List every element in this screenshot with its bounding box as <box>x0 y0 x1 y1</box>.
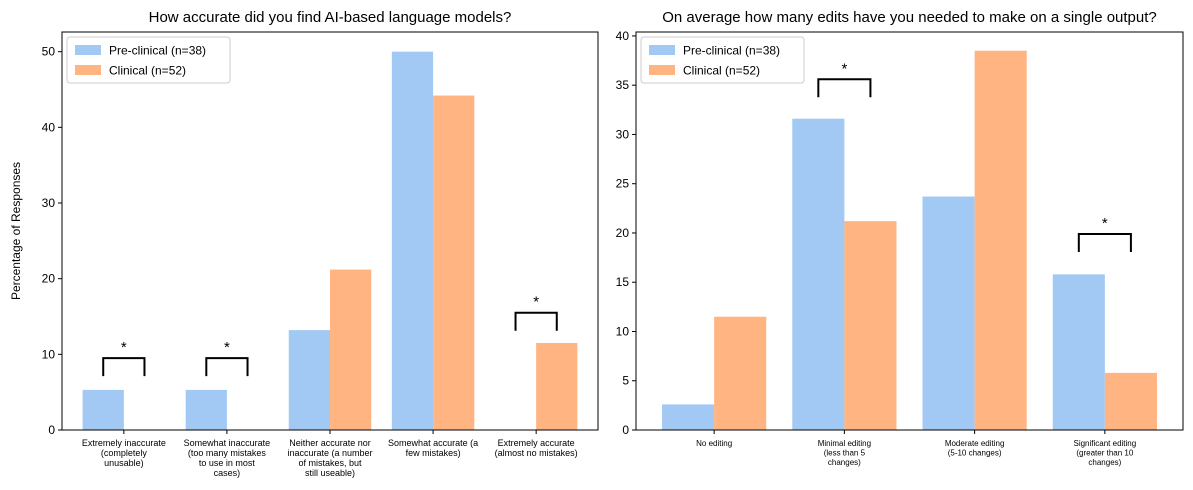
bar-preclinical-1 <box>792 118 845 430</box>
x-tick-label: cases) <box>214 468 241 478</box>
significance-star: * <box>841 60 847 77</box>
x-tick-label: still useable) <box>305 468 355 478</box>
x-tick-label: Significant editing <box>1073 439 1136 448</box>
legend-label: Clinical (n=52) <box>683 64 760 78</box>
plot-frame <box>635 31 1184 431</box>
x-tick-label: changes) <box>828 458 861 467</box>
y-tick-label: 35 <box>616 78 630 92</box>
legend-swatch-clinical <box>649 65 675 75</box>
significance-bracket <box>1077 232 1132 252</box>
y-tick-label: 0 <box>622 423 629 437</box>
significance-star: * <box>224 339 230 356</box>
significance-bracket <box>817 78 872 98</box>
bar-preclinical-3 <box>391 51 434 431</box>
significance-star: * <box>533 294 539 311</box>
significance-star: * <box>1102 215 1108 232</box>
significance-bracket <box>205 357 249 377</box>
y-tick-label: 40 <box>616 29 630 43</box>
y-tick-label: 0 <box>48 423 55 437</box>
y-tick-label: 40 <box>42 120 56 134</box>
legend: Pre-clinical (n=38) Clinical (n=52) <box>640 36 805 84</box>
bar-clinical-1 <box>844 221 897 430</box>
bar-preclinical-2 <box>922 196 975 430</box>
y-tick-label: 25 <box>616 177 630 191</box>
significance-bracket <box>102 357 146 377</box>
y-tick-label: 10 <box>616 324 630 338</box>
x-tick-label: (greater than 10 <box>1076 449 1133 458</box>
chart-title: On average how many edits have you neede… <box>662 9 1157 26</box>
x-tick-label: of mistakes, but <box>298 458 362 468</box>
bar-preclinical-0 <box>82 389 124 430</box>
bar-preclinical-2 <box>288 330 330 430</box>
x-tick-label: Neither accurate nor <box>289 438 371 448</box>
x-tick-label: Minimal editing <box>818 439 871 448</box>
significance-bracket <box>514 311 558 331</box>
x-tick-label: Extremely inaccurate <box>82 438 166 448</box>
chart-title: How accurate did you find AI-based langu… <box>149 9 512 26</box>
bar-clinical-3 <box>1104 372 1157 430</box>
x-tick-label: (completely <box>101 448 148 458</box>
y-tick-label: 10 <box>42 347 56 361</box>
bar-preclinical-1 <box>185 389 227 430</box>
x-tick-label: few mistakes) <box>406 448 461 458</box>
legend-label: Clinical (n=52) <box>109 64 186 78</box>
x-tick-label: to use in most <box>199 458 256 468</box>
legend-box <box>66 36 231 84</box>
x-tick-label: changes) <box>1088 458 1121 467</box>
x-tick-label: unusable) <box>104 458 144 468</box>
y-tick-label: 15 <box>616 275 630 289</box>
legend-box <box>640 36 805 84</box>
y-tick-label: 20 <box>42 272 56 286</box>
chart-panel-accuracy: How accurate did you find AI-based langu… <box>9 9 599 478</box>
legend-label: Pre-clinical (n=38) <box>683 44 780 58</box>
bar-clinical-2 <box>330 269 372 430</box>
x-tick-label: inaccurate (a number <box>287 448 372 458</box>
y-tick-label: 30 <box>42 196 56 210</box>
legend-label: Pre-clinical (n=38) <box>109 44 206 58</box>
x-tick-label: (less than 5 <box>824 449 866 458</box>
x-tick-label: (5-10 changes) <box>948 449 1002 458</box>
bar-preclinical-3 <box>1052 274 1105 430</box>
bar-preclinical-0 <box>662 404 715 430</box>
y-tick-label: 30 <box>616 127 630 141</box>
x-tick-label: (too many mistakes <box>188 448 267 458</box>
x-tick-label: (almost no mistakes) <box>495 448 578 458</box>
chart-panel-edits: On average how many edits have you neede… <box>616 9 1184 467</box>
significance-star: * <box>121 339 127 356</box>
bar-clinical-4 <box>536 342 578 430</box>
y-tick-label: 20 <box>616 226 630 240</box>
x-tick-label: Somewhat inaccurate <box>184 438 271 448</box>
y-tick-label: 50 <box>42 45 56 59</box>
legend-swatch-preclinical <box>75 45 101 55</box>
bar-clinical-0 <box>714 316 767 430</box>
legend: Pre-clinical (n=38) Clinical (n=52) <box>66 36 231 84</box>
legend-swatch-clinical <box>75 65 101 75</box>
y-axis-label: Percentage of Responses <box>9 162 23 300</box>
y-tick-label: 5 <box>622 374 629 388</box>
x-tick-label: Extremely accurate <box>498 438 575 448</box>
bar-clinical-3 <box>433 95 475 430</box>
bar-clinical-2 <box>974 50 1027 430</box>
legend-swatch-preclinical <box>649 45 675 55</box>
x-tick-label: Moderate editing <box>945 439 1005 448</box>
x-tick-label: Somewhat accurate (a <box>388 438 478 448</box>
x-tick-label: No editing <box>696 439 732 448</box>
